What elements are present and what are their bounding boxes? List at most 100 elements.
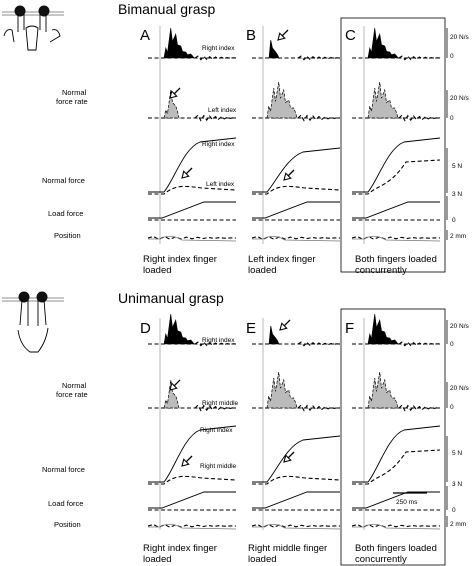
normal-force-upper-s0-c2 <box>352 137 441 193</box>
load-force-trace-s1-c1 <box>252 491 340 509</box>
position-trace-solid-s1-c0 <box>148 523 237 530</box>
normal-force-lower-s0-c0 <box>148 185 237 195</box>
rate-lower-burst-s1-c0 <box>163 379 180 409</box>
caption-f-line2: concurrently <box>355 554 407 565</box>
row-label-force-rate-1-u: Normal <box>62 381 87 390</box>
caption-b-line1: Left index finger <box>248 254 316 265</box>
position-trace-solid-s0-c1 <box>252 235 341 242</box>
caption-f-line1: Both fingers loaded <box>355 543 437 554</box>
rate-lower-burst-s0-c2 <box>367 81 399 119</box>
position-trace-solid-s0-c2 <box>352 235 441 242</box>
load-force-trace-s0-c2 <box>352 201 440 219</box>
unit-load-zero-u: 0 <box>452 507 456 514</box>
normal-force-lower-s1-c2 <box>352 449 441 485</box>
load-force-trace-s0-c1 <box>252 201 340 219</box>
normal-force-lower-s1-c0 <box>148 475 237 485</box>
caption-e-line2: loaded <box>248 554 277 565</box>
open-arrow-head-7 <box>283 454 292 463</box>
onset-lines <box>159 26 365 530</box>
rate-lower-tail-s0-c0 <box>194 114 237 122</box>
open-arrow-head-3 <box>283 172 292 181</box>
row-label-position-u: Position <box>54 520 81 529</box>
rate-lower-burst-s0-c0 <box>163 89 180 119</box>
caption-c-line1: Both fingers loaded <box>355 254 437 265</box>
position-trace-solid-s1-c2 <box>352 523 441 530</box>
load-force-trace-s1-c0 <box>148 491 236 509</box>
position-trace-solid-s1-c1 <box>252 523 341 530</box>
row-label-force-rate-2-u: force rate <box>56 390 88 399</box>
section-title-bimanual: Bimanual grasp <box>118 1 215 17</box>
unit-rate-lower-zero-u: 0 <box>450 404 454 411</box>
unit-rate-lower-zero: 0 <box>450 115 454 122</box>
unit-rate-upper-u: 20 N/s <box>450 323 470 330</box>
rate-upper-burst-s1-c0 <box>163 313 195 345</box>
normal-force-lower-s0-c1 <box>252 185 341 195</box>
unit-position: 2 mm <box>450 233 466 240</box>
rate-upper-burst-s1-c1 <box>268 325 280 345</box>
trace-label-rate-lower: Left index <box>208 107 237 114</box>
trace-label-force-upper-u: Right index <box>200 427 233 434</box>
panel-letter-a: A <box>140 27 150 44</box>
row-label-normal-force-u: Normal force <box>42 465 85 474</box>
time-scale-label: 250 ms <box>396 499 418 506</box>
unit-force-upper-u: 5 N <box>452 450 462 457</box>
unit-rate-upper-zero: 0 <box>450 53 454 60</box>
rate-upper-tail-s0-c1 <box>297 55 341 61</box>
unit-rate-lower: 20 N/s <box>450 95 470 102</box>
open-arrow-head-6 <box>181 458 190 467</box>
unit-load-zero: 0 <box>452 217 456 224</box>
normal-force-lower-s1-c1 <box>252 475 341 485</box>
panel-letter-c: C <box>345 27 356 44</box>
unit-force-lower: 3 N <box>452 191 462 198</box>
panel-letter-d: D <box>140 320 151 337</box>
row-label-force-rate-1: Normal <box>62 88 87 97</box>
panel-letter-e: E <box>246 320 256 337</box>
unit-rate-lower-u: 20 N/s <box>450 385 470 392</box>
caption-e-line1: Right middle finger <box>248 543 327 554</box>
panel-letter-f: F <box>345 320 354 337</box>
rate-upper-tail-s1-c1 <box>297 341 341 347</box>
rate-upper-burst-s0-c2 <box>367 27 399 59</box>
trace-label-rate-upper-u: Right index <box>202 337 235 344</box>
unit-rate-upper: 20 N/s <box>450 34 470 41</box>
bimanual-hands-icon <box>2 5 64 51</box>
rate-lower-tail-s0-c2 <box>398 114 441 122</box>
normal-force-upper-s1-c0 <box>148 425 237 483</box>
panel-c-box <box>340 17 446 273</box>
rate-upper-tail-s1-c0 <box>194 341 237 347</box>
position-trace-solid-s0-c0 <box>148 235 237 242</box>
panel-letter-b: B <box>246 27 256 44</box>
open-arrow-head-1 <box>169 90 178 99</box>
caption-a-line2: loaded <box>143 265 172 276</box>
row-label-normal-force: Normal force <box>42 176 85 185</box>
trace-label-force-lower-u: Right middle <box>200 463 237 470</box>
rate-lower-tail-s0-c1 <box>297 114 341 122</box>
rate-lower-burst-s0-c1 <box>266 81 298 119</box>
normal-force-lower-s0-c2 <box>352 159 441 195</box>
open-arrow-head-4 <box>169 382 178 391</box>
normal-force-upper-s0-c1 <box>252 147 341 193</box>
row-label-load-force-u: Load force <box>48 499 83 508</box>
caption-a-line1: Right index finger <box>143 254 217 265</box>
rate-upper-burst-s1-c2 <box>367 313 399 345</box>
unit-rate-upper-zero-u: 0 <box>450 341 454 348</box>
unit-force-lower-u: 3 N <box>452 481 462 488</box>
traces <box>147 27 441 530</box>
rate-upper-burst-s0-c1 <box>268 39 280 59</box>
open-arrow-head-5 <box>279 322 288 331</box>
row-label-force-rate-2: force rate <box>56 97 88 106</box>
trace-label-force-upper: Right index <box>202 141 235 148</box>
open-arrow-head-2 <box>181 170 190 179</box>
rate-upper-tail-s1-c2 <box>398 341 441 347</box>
unimanual-hand-icon <box>2 291 64 353</box>
caption-d-line1: Right index finger <box>143 543 217 554</box>
normal-force-upper-s1-c1 <box>252 435 341 483</box>
caption-c-line2: concurrently <box>355 265 407 276</box>
rate-lower-tail-s1-c0 <box>194 404 237 412</box>
normal-force-upper-s1-c2 <box>352 425 441 483</box>
panel-f-box <box>340 308 446 566</box>
rate-upper-tail-s0-c0 <box>194 55 237 61</box>
row-label-position: Position <box>54 231 81 240</box>
trace-label-rate-upper: Right index <box>202 45 235 52</box>
